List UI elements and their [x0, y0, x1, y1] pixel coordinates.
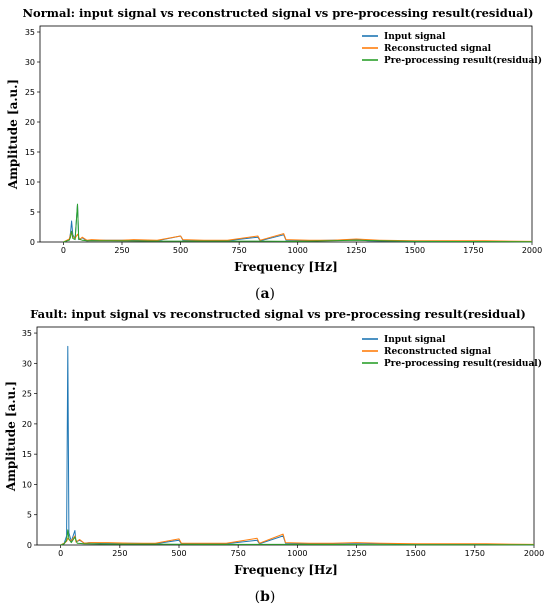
y-tick-label: 0	[27, 541, 32, 550]
y-tick-label: 35	[22, 329, 32, 338]
panel-caption: (a)	[255, 286, 275, 302]
x-tick-label: 250	[112, 549, 127, 558]
y-axis-label: Amplitude [a.u.]	[4, 381, 18, 492]
series-line-input-signal	[63, 203, 533, 243]
x-axis-label: Frequency [Hz]	[234, 260, 338, 274]
legend-label: Pre-processing result(residual)	[384, 358, 542, 369]
x-tick-label: 750	[232, 246, 247, 255]
y-tick-label: 0	[30, 238, 35, 247]
legend: Input signal Reconstructed signalPre-proc…	[362, 32, 542, 66]
y-axis: 0 5 10 15 20 25 30 35	[25, 28, 40, 247]
legend-label: Pre-processing result(residual)	[384, 55, 542, 66]
plot-frame	[36, 326, 535, 546]
x-tick-label: 250	[114, 246, 129, 255]
caption-letter: a	[260, 286, 269, 302]
x-tick-label: 0	[61, 246, 66, 255]
y-tick-label: 35	[25, 28, 35, 37]
x-tick-label: 500	[171, 549, 186, 558]
x-tick-label: 750	[231, 549, 246, 558]
y-axis-label: Amplitude [a.u.]	[6, 79, 20, 190]
y-tick-label: 15	[22, 450, 32, 459]
chart-panel-fault: Fault: input signal vs reconstructed sig…	[4, 307, 544, 605]
x-tick-label: 2000	[522, 246, 542, 255]
x-tick-label: 500	[173, 246, 188, 255]
x-tick-label: 1250	[346, 549, 366, 558]
series-line-reconstructed-signal	[60, 533, 535, 546]
chart-title: Fault: input signal vs reconstructed sig…	[30, 307, 526, 321]
x-tick-label: 1000	[287, 549, 307, 558]
caption-letter: b	[260, 589, 270, 605]
y-tick-label: 25	[22, 390, 32, 399]
y-tick-label: 15	[25, 148, 35, 157]
x-tick-label: 0	[58, 549, 63, 558]
x-axis: 0 250 500 750 1000 1250 1500 1750 2000	[58, 545, 544, 558]
plot-frame	[39, 25, 533, 243]
y-tick-label: 20	[25, 118, 35, 127]
series-line-reconstructed-signal	[63, 230, 533, 243]
y-tick-label: 5	[27, 511, 32, 520]
y-tick-label: 10	[25, 178, 35, 187]
legend-label: Input signal	[384, 32, 446, 42]
legend: Input signal Reconstructed signalPre-proc…	[362, 335, 542, 369]
x-tick-label: 1250	[346, 246, 366, 255]
chart-panel-normal: Normal: input signal vs reconstructed si…	[6, 6, 542, 302]
x-tick-label: 2000	[524, 549, 544, 558]
legend-label: Reconstructed signal	[384, 44, 492, 54]
x-axis-label: Frequency [Hz]	[234, 563, 338, 577]
x-tick-label: 1500	[405, 549, 425, 558]
legend-label: Reconstructed signal	[384, 347, 492, 357]
series-lines	[63, 203, 533, 243]
y-tick-label: 10	[22, 480, 32, 489]
x-tick-label: 1750	[465, 549, 485, 558]
y-tick-label: 20	[22, 420, 32, 429]
chart-title: Normal: input signal vs reconstructed si…	[23, 6, 534, 20]
x-tick-label: 1750	[463, 246, 483, 255]
panel-caption: (b)	[255, 589, 276, 605]
y-tick-label: 25	[25, 88, 35, 97]
legend-label: Input signal	[384, 335, 446, 345]
x-tick-label: 1500	[405, 246, 425, 255]
y-axis: 0 5 10 15 20 25 30 35	[22, 329, 37, 550]
series-line-input-signal	[60, 345, 535, 546]
y-tick-label: 30	[25, 58, 35, 67]
y-tick-label: 5	[30, 208, 35, 217]
series-line-pre-processing-result-residual	[63, 203, 533, 243]
x-axis: 0 250 500 750 1000 1250 1500 1750 2000	[61, 242, 542, 255]
series-lines	[60, 345, 535, 546]
y-tick-label: 30	[22, 359, 32, 368]
x-tick-label: 1000	[288, 246, 308, 255]
series-line-pre-processing-result-residual	[60, 529, 534, 546]
